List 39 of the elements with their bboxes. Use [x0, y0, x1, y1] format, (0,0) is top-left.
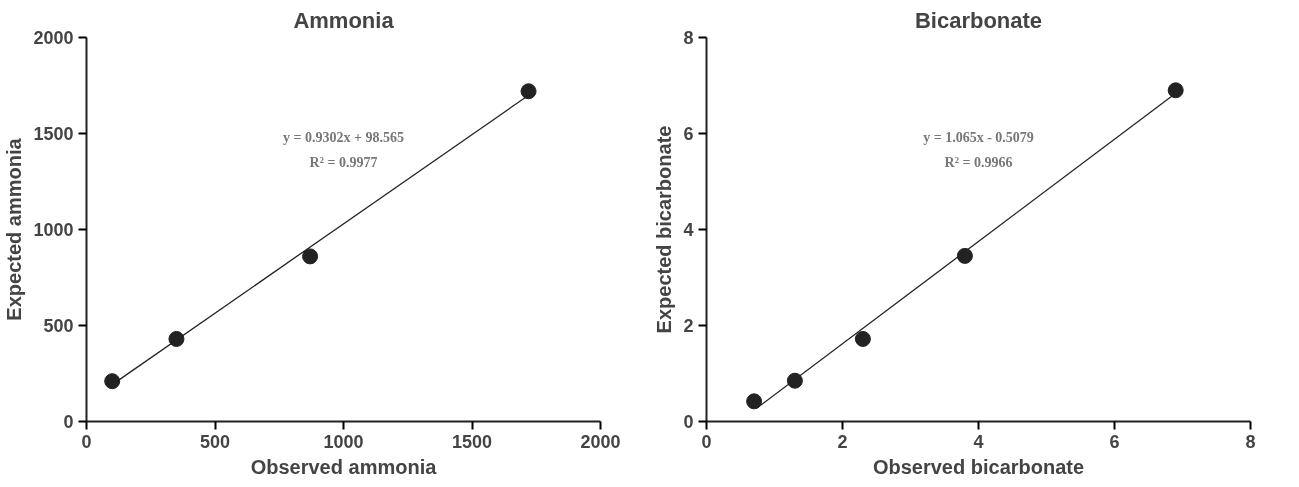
y-tick-label: 6 [683, 124, 694, 144]
y-tick-label: 4 [683, 220, 694, 240]
x-axis-title: Observed bicarbonate [872, 455, 1085, 478]
point [520, 83, 537, 100]
point [854, 330, 871, 347]
y-axis-title: Expected bicarbonate [653, 125, 676, 334]
point [302, 248, 319, 265]
point [786, 372, 803, 389]
y-tick-label: 2000 [33, 28, 74, 48]
y-tick-label: 1000 [33, 220, 74, 240]
point [1167, 82, 1184, 99]
chart-title: Bicarbonate [914, 7, 1043, 33]
x-tick-label: 0 [701, 431, 712, 452]
x-tick-label: 1500 [451, 431, 493, 452]
y-tick-label: 500 [43, 316, 74, 336]
x-tick-label: 500 [199, 431, 231, 452]
y-tick-label: 1500 [33, 124, 74, 144]
y-tick-label: 2 [683, 316, 694, 336]
x-tick-label: 4 [973, 431, 984, 452]
point [104, 373, 121, 390]
annotation: y = 1.065x - 0.5079 [923, 130, 1034, 146]
point [956, 247, 973, 264]
x-tick-label: 6 [1109, 431, 1120, 452]
x-axis-title: Observed ammonia [250, 455, 438, 478]
x-tick-label: 2000 [580, 431, 621, 452]
y-axis-title: Expected ammonia [3, 137, 26, 321]
point [746, 393, 763, 410]
x-tick-label: 2 [837, 431, 848, 452]
annotation: R² = 0.9966 [944, 154, 1013, 170]
y-tick-label: 0 [63, 412, 74, 432]
y-tick-label: 8 [683, 28, 694, 48]
x-tick-label: 8 [1245, 431, 1256, 452]
point [168, 330, 185, 347]
annotation: R² = 0.9977 [309, 154, 378, 170]
x-tick-label: 1000 [323, 431, 364, 452]
chart-title: Ammonia [293, 7, 395, 33]
y-tick-label: 0 [683, 412, 694, 432]
annotation: y = 0.9302x + 98.565 [283, 130, 404, 146]
x-tick-label: 0 [81, 431, 92, 452]
